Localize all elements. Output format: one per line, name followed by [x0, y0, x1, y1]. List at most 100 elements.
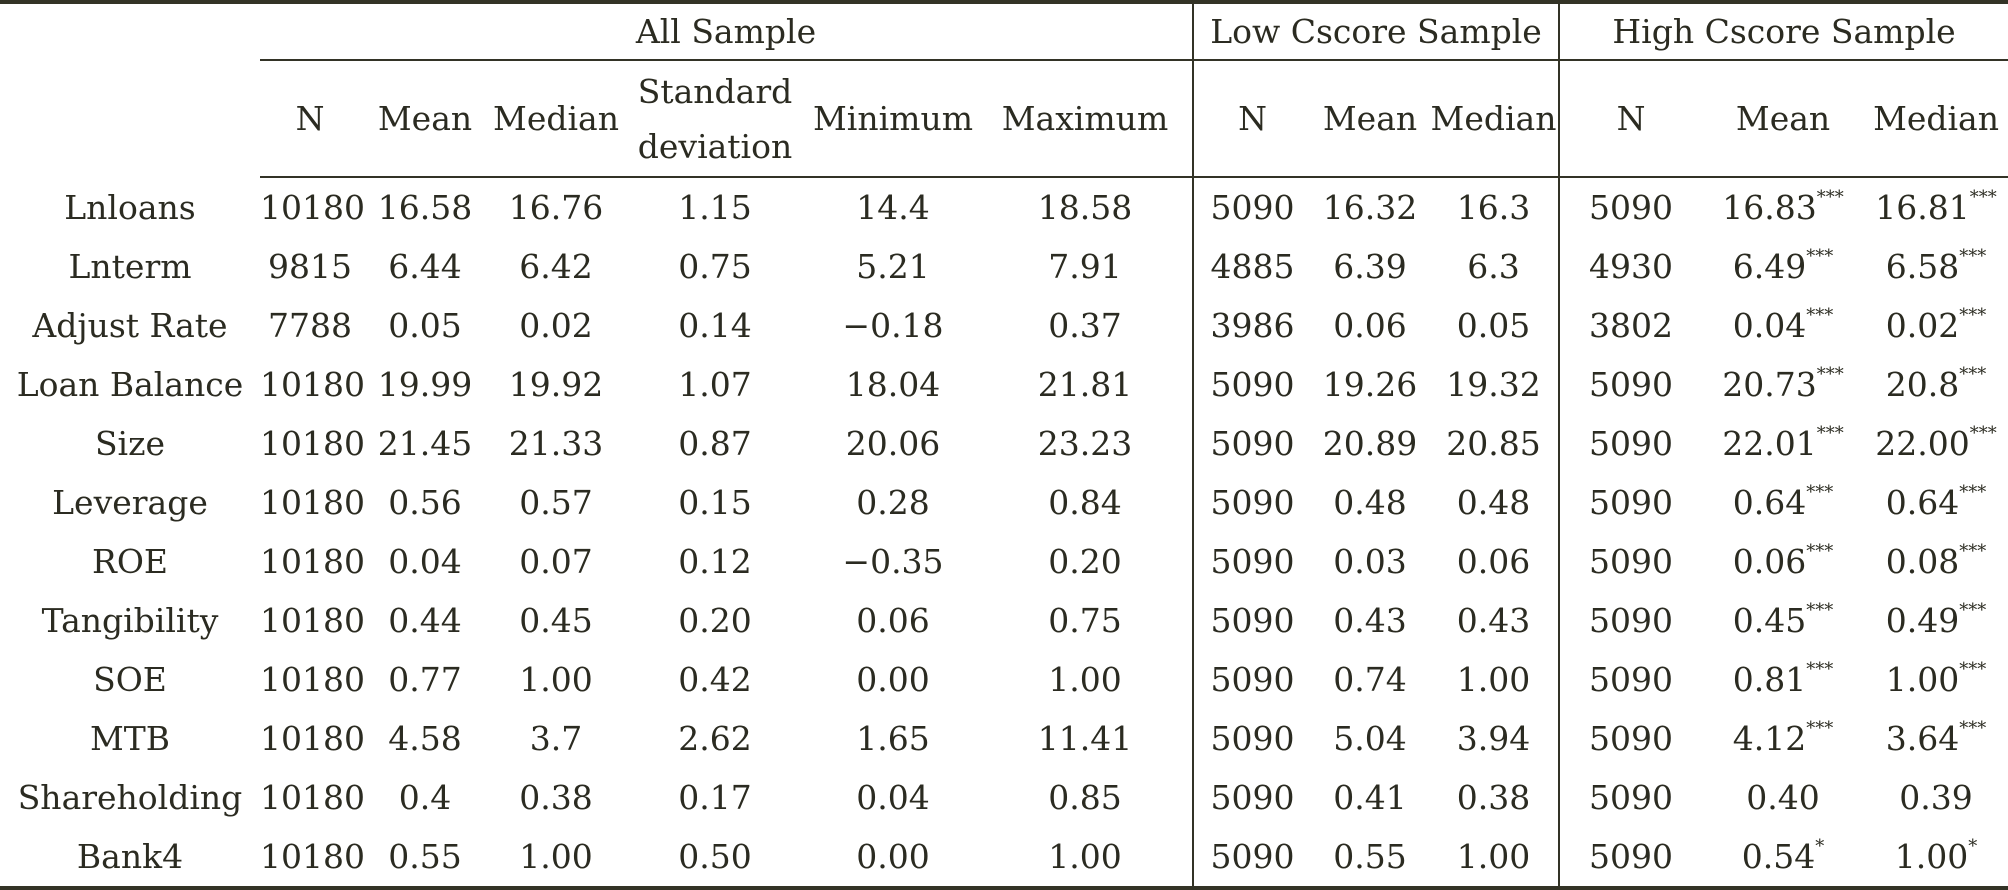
- high-median: 22.00***: [1864, 414, 2008, 473]
- low-mean-value: 5.04: [1333, 719, 1407, 758]
- high-mean: 20.73***: [1702, 355, 1864, 414]
- all-median-value: 1.00: [519, 837, 593, 876]
- low-n: 5090: [1192, 473, 1311, 532]
- high-n-value: 5090: [1589, 601, 1674, 640]
- all-min: −0.35: [808, 532, 978, 591]
- low-mean: 0.43: [1311, 591, 1429, 650]
- all-n-value: 10180: [260, 542, 365, 581]
- col-low-n: N: [1192, 60, 1311, 178]
- high-median-value: 3.64: [1885, 719, 1960, 758]
- all-mean-value: 0.55: [388, 837, 462, 876]
- all-median: 0.57: [490, 473, 622, 532]
- high-n: 3802: [1558, 296, 1703, 355]
- high-median-value: 0.64: [1885, 483, 1960, 522]
- low-n-value: 5090: [1210, 601, 1295, 640]
- all-sd: 0.15: [622, 473, 808, 532]
- low-median-value: 1.00: [1456, 837, 1531, 876]
- table-row: Shareholding 10180 0.4 0.38 0.17 0.04 0.85 5090…: [0, 768, 2008, 827]
- high-median-value: 16.81: [1875, 188, 1970, 227]
- variable-name-value: Tangibility: [41, 601, 219, 640]
- all-mean: 0.56: [360, 473, 490, 532]
- all-n-value: 10180: [260, 719, 365, 758]
- high-mean-value: 0.06: [1732, 542, 1807, 581]
- low-n: 5090: [1192, 177, 1311, 237]
- variable-name: Size: [0, 414, 260, 473]
- all-max-value: 0.85: [1048, 778, 1122, 817]
- col-high-n: N: [1558, 60, 1703, 178]
- all-max: 18.58: [978, 177, 1193, 237]
- all-n-value: 7788: [268, 306, 352, 345]
- low-median: 0.06: [1429, 532, 1559, 591]
- all-max-value: 0.84: [1048, 483, 1122, 522]
- all-min-value: 1.65: [856, 719, 930, 758]
- all-sd-value: 0.15: [678, 483, 752, 522]
- all-median: 3.7: [490, 709, 622, 768]
- high-mean: 0.81***: [1702, 650, 1864, 709]
- high-n-value: 5090: [1589, 188, 1674, 227]
- significance-marker: ***: [1959, 718, 1987, 739]
- table-row: Lnloans 10180 16.58 16.76 1.15 14.4 18.58 5090 1…: [0, 177, 2008, 237]
- all-mean-value: 0.04: [388, 542, 462, 581]
- high-n: 5090: [1558, 355, 1703, 414]
- col-low-mean: Mean: [1311, 60, 1429, 178]
- low-n: 5090: [1192, 591, 1311, 650]
- high-mean-value: 0.64: [1732, 483, 1807, 522]
- all-median: 21.33: [490, 414, 622, 473]
- low-mean-value: 0.55: [1333, 837, 1407, 876]
- all-sd-value: 0.75: [678, 247, 752, 286]
- table-body: Lnloans 10180 16.58 16.76 1.15 14.4 18.58 5090 1…: [0, 177, 2008, 890]
- all-max-value: 18.58: [1037, 188, 1133, 227]
- variable-name: Shareholding: [0, 768, 260, 827]
- low-n-value: 5090: [1210, 424, 1295, 463]
- all-median-value: 3.7: [529, 719, 583, 758]
- all-median-value: 16.76: [508, 188, 604, 227]
- all-mean-value: 21.45: [377, 424, 473, 463]
- high-n-value: 5090: [1589, 778, 1674, 817]
- table-row: MTB 10180 4.58 3.7 2.62 1.65 11.41 5090 5.04 3.94…: [0, 709, 2008, 768]
- low-n-value: 5090: [1210, 837, 1295, 876]
- low-median-value: 0.43: [1456, 601, 1531, 640]
- all-sd-value: 1.07: [678, 365, 752, 404]
- all-sd: 0.50: [622, 827, 808, 890]
- col-standard-deviation: Standard deviation: [622, 60, 808, 178]
- low-median: 3.94: [1429, 709, 1559, 768]
- low-median-value: 1.00: [1456, 660, 1531, 699]
- all-mean: 0.4: [360, 768, 490, 827]
- high-n-value: 5090: [1589, 660, 1674, 699]
- variable-name-value: Lnloans: [64, 187, 196, 227]
- high-median: 0.08***: [1864, 532, 2008, 591]
- all-max-value: 1.00: [1048, 660, 1122, 699]
- low-median-value: 19.32: [1446, 365, 1541, 404]
- high-n: 5090: [1558, 827, 1703, 890]
- col-median: Median: [490, 60, 622, 178]
- all-n-value: 10180: [260, 483, 365, 522]
- low-median: 20.85: [1429, 414, 1559, 473]
- all-median-value: 6.42: [519, 247, 593, 286]
- all-sd-value: 2.62: [678, 719, 752, 758]
- low-mean: 5.04: [1311, 709, 1429, 768]
- low-n-value: 3986: [1210, 306, 1295, 345]
- low-n-value: 5090: [1210, 660, 1295, 699]
- high-median-value: 20.8: [1885, 365, 1960, 404]
- table-row: Size 10180 21.45 21.33 0.87 20.06 23.23 5090 20.…: [0, 414, 2008, 473]
- low-median: 0.38: [1429, 768, 1559, 827]
- all-min: 5.21: [808, 237, 978, 296]
- high-n-value: 4930: [1589, 247, 1674, 286]
- all-max: 0.37: [978, 296, 1193, 355]
- all-sd: 1.07: [622, 355, 808, 414]
- high-median: 6.58***: [1864, 237, 2008, 296]
- all-sd-value: 1.15: [678, 188, 752, 227]
- high-n: 5090: [1558, 414, 1703, 473]
- all-mean: 0.04: [360, 532, 490, 591]
- group-low-cscore: Low Cscore Sample: [1191, 0, 1560, 61]
- high-n-value: 5090: [1589, 483, 1674, 522]
- col-high-median: Median: [1864, 60, 2008, 178]
- all-mean-value: 4.58: [388, 719, 462, 758]
- all-n: 10180: [260, 650, 365, 709]
- col-low-median: Median: [1429, 60, 1560, 178]
- high-median: 1.00***: [1864, 650, 2008, 709]
- low-mean-value: 0.74: [1333, 660, 1407, 699]
- low-mean-value: 16.32: [1322, 188, 1418, 227]
- table-row: ROE 10180 0.04 0.07 0.12 −0.35 0.20 5090 0.03 0.0…: [0, 532, 2008, 591]
- low-median: 0.05: [1429, 296, 1559, 355]
